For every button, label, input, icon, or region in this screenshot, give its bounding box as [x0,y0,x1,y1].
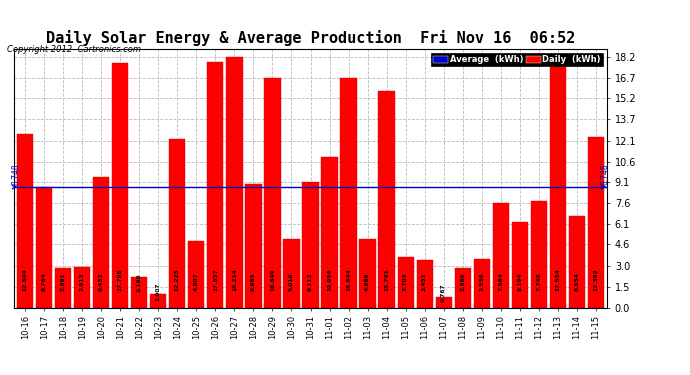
Text: 16.649: 16.649 [270,268,275,291]
Text: 3.556: 3.556 [479,272,484,291]
Bar [340,78,357,308]
Text: 10.954: 10.954 [327,268,332,291]
Text: 8.748: 8.748 [11,164,20,185]
Bar [131,278,148,308]
Legend: Average  (kWh), Daily  (kWh): Average (kWh), Daily (kWh) [431,53,603,66]
Bar [322,157,337,308]
Text: 8.985: 8.985 [251,272,256,291]
Text: 2.913: 2.913 [80,272,85,291]
Bar [511,222,528,308]
Text: 7.564: 7.564 [498,272,503,291]
Text: 12.225: 12.225 [175,268,180,291]
Text: 9.112: 9.112 [308,272,313,291]
Text: 3.703: 3.703 [403,272,408,291]
Text: 4.807: 4.807 [194,272,199,291]
Text: 17.798: 17.798 [118,268,123,291]
Text: 17.554: 17.554 [555,268,560,291]
Text: 3.451: 3.451 [422,272,427,291]
Bar [473,258,490,308]
Bar [169,139,186,308]
Bar [379,91,395,308]
Bar [93,177,110,308]
Bar [246,184,262,308]
Bar [207,62,224,308]
Text: 15.761: 15.761 [384,268,389,291]
Text: 7.748: 7.748 [536,272,541,291]
Text: 2.190: 2.190 [137,274,142,292]
Text: 18.214: 18.214 [232,268,237,291]
Text: 12.604: 12.604 [23,268,28,291]
Bar [435,297,452,307]
Bar [455,268,471,308]
Text: 5.010: 5.010 [289,273,294,291]
Text: 8.748: 8.748 [601,164,610,185]
Text: 6.194: 6.194 [518,272,522,291]
Bar [150,294,166,308]
Bar [36,187,52,308]
Text: 6.654: 6.654 [574,272,580,291]
Text: 1.007: 1.007 [156,282,161,301]
Text: Copyright 2012  Cartronics.com: Copyright 2012 Cartronics.com [7,45,141,54]
Bar [550,66,566,308]
Text: 12.392: 12.392 [593,268,598,291]
Bar [226,57,242,308]
Title: Daily Solar Energy & Average Production  Fri Nov 16  06:52: Daily Solar Energy & Average Production … [46,30,575,46]
Text: 2.891: 2.891 [61,272,66,291]
Text: 16.644: 16.644 [346,268,351,291]
Text: 4.966: 4.966 [365,272,370,291]
Bar [569,216,585,308]
Text: 0.767: 0.767 [441,284,446,302]
Bar [588,137,604,308]
Bar [493,203,509,308]
Bar [188,242,204,308]
Bar [112,63,128,308]
Text: 17.857: 17.857 [213,268,218,291]
Text: 9.452: 9.452 [99,272,103,291]
Text: 8.764: 8.764 [41,272,47,291]
Bar [264,78,281,308]
Bar [55,268,71,308]
Bar [359,239,375,308]
Bar [397,256,414,307]
Bar [284,238,299,308]
Bar [417,260,433,308]
Text: 2.866: 2.866 [460,272,465,291]
Bar [75,267,90,308]
Bar [531,201,546,308]
Bar [302,182,319,308]
Bar [17,134,33,308]
